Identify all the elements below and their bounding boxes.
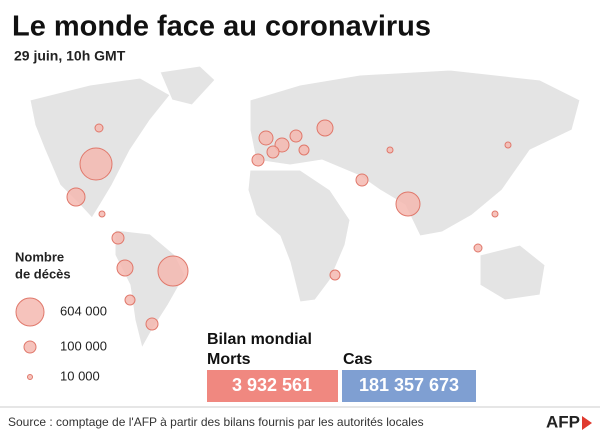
bubble	[258, 130, 274, 146]
logo-mark	[582, 416, 592, 430]
legend-title-1: Nombre	[15, 249, 64, 264]
legend-circle	[27, 374, 33, 380]
bubble	[395, 191, 421, 217]
legend-title-2: de décès	[15, 266, 71, 281]
africa	[247, 169, 351, 303]
bubble	[329, 269, 341, 281]
bubble	[316, 119, 334, 137]
bubble	[145, 317, 159, 331]
legend-circle	[15, 297, 45, 327]
bubble	[473, 243, 483, 253]
bubble	[355, 173, 369, 187]
australia	[479, 244, 546, 301]
source: Source : comptage de l'AFP à partir des …	[8, 415, 424, 429]
bubble	[124, 294, 136, 306]
subtitle: 29 juin, 10h GMT	[14, 48, 126, 64]
title: Le monde face au coronavirus	[12, 11, 431, 43]
bubble	[66, 187, 86, 207]
world-map	[29, 65, 581, 350]
bubble	[274, 137, 290, 153]
greenland	[159, 65, 216, 106]
eurasia	[249, 69, 581, 237]
bubble	[157, 255, 189, 287]
bubble	[504, 141, 512, 149]
bubble	[94, 123, 104, 133]
bubble	[111, 231, 125, 245]
deaths-value: 3 932 561	[232, 375, 312, 395]
cases-label: Cas	[343, 351, 372, 368]
totals-title: Bilan mondial	[207, 331, 312, 348]
legend-label: 100 000	[60, 338, 107, 353]
deaths-box	[207, 370, 338, 402]
bubble	[116, 259, 134, 277]
bubble	[298, 144, 310, 156]
bubble	[251, 153, 265, 167]
bubble	[491, 210, 499, 218]
bubble	[386, 146, 394, 154]
cases-value: 181 357 673	[359, 375, 459, 395]
bubble	[79, 147, 113, 181]
legend-label: 10 000	[60, 368, 100, 383]
legend-label: 604 000	[60, 303, 107, 318]
bubble	[98, 210, 106, 218]
south-america	[114, 229, 186, 350]
logo: AFP	[546, 412, 580, 431]
deaths-label: Morts	[207, 351, 251, 368]
bubble	[289, 129, 303, 143]
cases-box	[342, 370, 476, 402]
legend-circle	[23, 340, 37, 354]
bubble	[266, 145, 280, 159]
